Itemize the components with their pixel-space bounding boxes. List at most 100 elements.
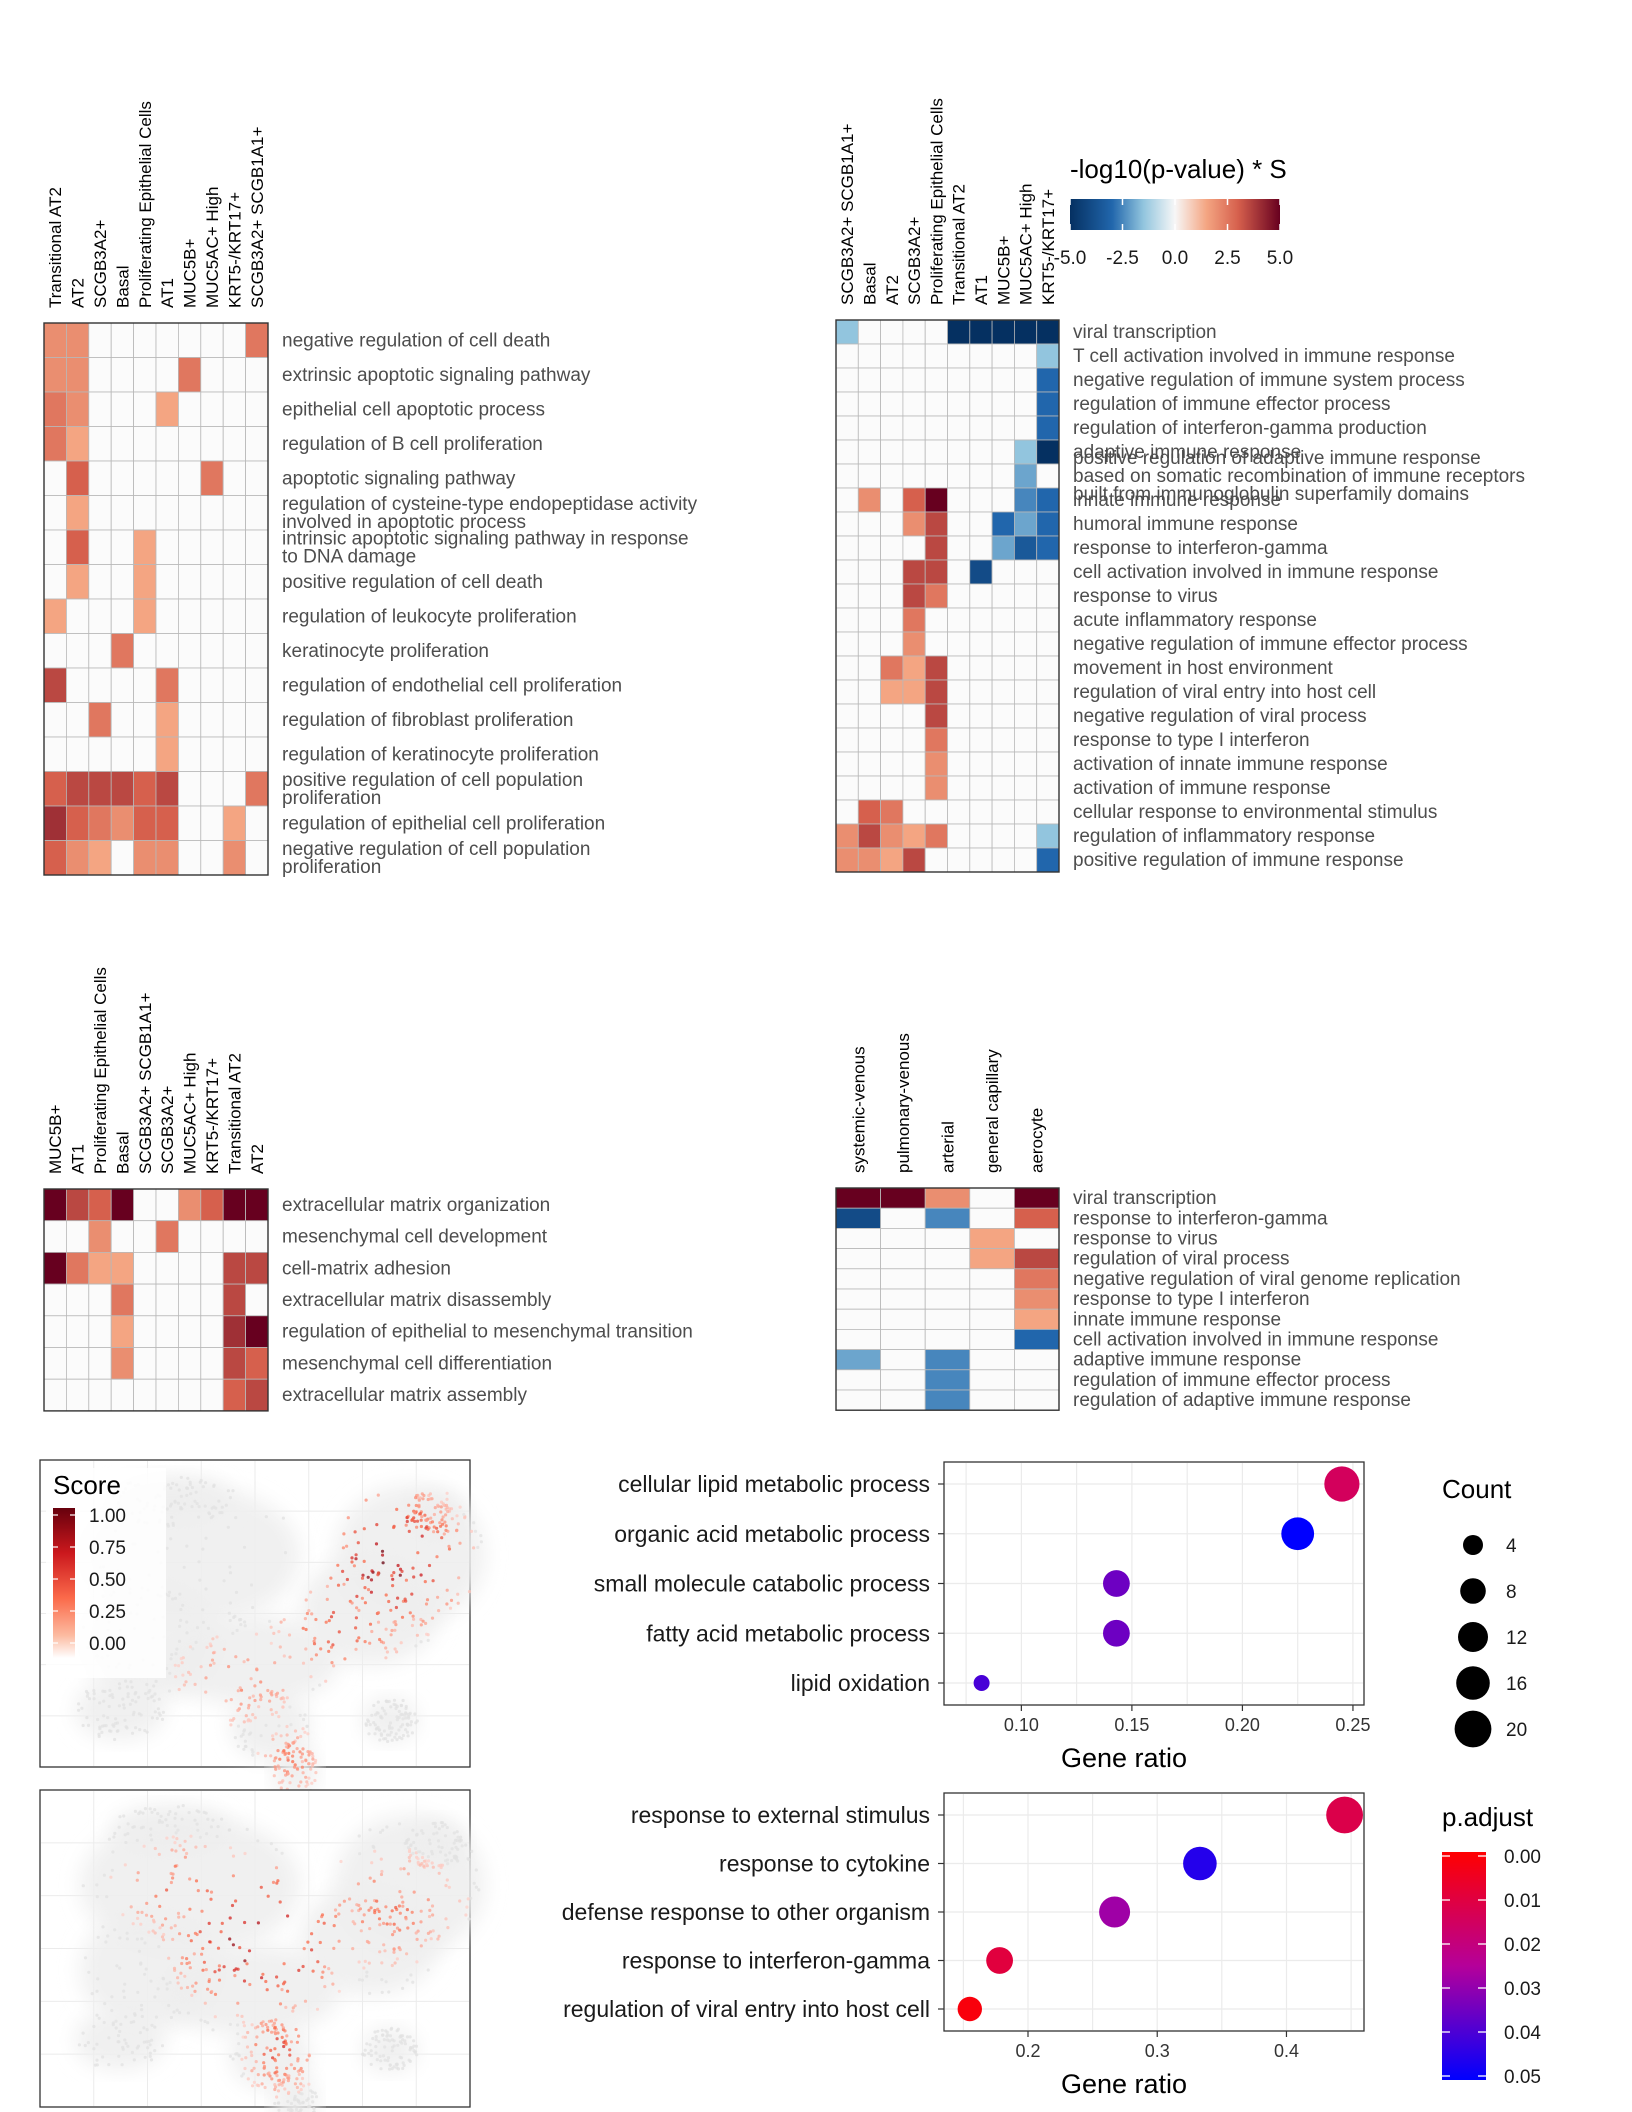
heatmap-cell [969,343,993,369]
heatmap-cell [66,1347,90,1380]
heatmap-cell [66,564,90,600]
heatmap-cell [857,463,881,489]
heatmap-row-label: positive regulation of immune response [1073,850,1404,871]
heatmap-border [835,319,1060,873]
heatmap-cell [66,1378,90,1412]
heatmap-cell [835,1308,881,1330]
heatmap-row-label: intrinsic apoptotic signaling pathway in… [282,528,689,567]
heatmap-cell [969,1207,1015,1229]
heatmap-cell [133,805,157,841]
heatmap-cell [969,631,993,657]
heatmap-cell [1014,607,1038,633]
heatmap-cell [200,529,224,565]
heatmap-cell [245,1220,269,1253]
heatmap-cell [222,1283,246,1317]
padjust-legend-tick: 0.01 [1504,1891,1541,1912]
dotplot-x-tick: 0.25 [1335,1715,1370,1735]
heatmap-cell [43,702,67,738]
heatmap-cell [880,1268,926,1290]
heatmap-cell [133,564,157,600]
heatmap-cell [947,823,971,849]
heatmap-cell [177,1283,202,1317]
heatmap-cell [1014,391,1038,417]
heatmap-cell [1014,823,1038,849]
heatmap-cell [66,426,90,462]
heatmap-cell [245,357,269,393]
heatmap-cell [245,840,269,876]
heatmap-cell [155,667,179,703]
heatmap-row-label: keratinocyte proliferation [282,641,489,662]
heatmap-cell [1014,655,1038,681]
heatmap-column-label: KRT5-/KRT17+ [1039,189,1058,305]
heatmap-cell [245,322,269,358]
padjust-legend-tick: 0.00 [1504,1847,1541,1868]
dotplot-x-tick: 0.2 [1015,2041,1040,2061]
heatmap-cell [835,1389,881,1411]
heatmap-cell [222,426,246,462]
heatmap-cell [200,1252,224,1285]
heatmap-cell [969,319,993,345]
heatmap-cell [924,727,948,753]
heatmap-cell [924,679,948,705]
heatmap-cell [902,535,926,561]
heatmap-cell [835,1187,881,1209]
count-legend-dot [1456,1666,1490,1700]
heatmap-cell [924,487,948,513]
dotplot-term-label: lipid oxidation [791,1670,930,1696]
heatmap-cell [66,1252,90,1285]
heatmap-column-label: MUC5B+ [994,235,1013,305]
heatmap-cell [880,751,904,777]
heatmap-column-label: Basal [860,262,879,305]
heatmap-cell [991,463,1015,489]
heatmap-cell [880,703,904,729]
heatmap-cell [880,1228,926,1250]
heatmap-cell [857,559,881,585]
heatmap-cell [245,1188,269,1222]
heatmap-cell [902,655,926,681]
heatmap-cell [245,771,269,807]
heatmap-cell [88,460,112,496]
heatmap-cell [880,655,904,681]
heatmap-cell [110,460,134,496]
heatmap-column-label: MUC5B+ [46,1104,65,1174]
heatmap-row-label: T cell activation involved in immune res… [1073,346,1455,367]
heatmap-cell [835,823,859,849]
heatmap-column-label: MUC5AC+ High [1017,184,1036,305]
heatmap-cell [924,439,948,465]
heatmap-cell [835,727,859,753]
heatmap-row-label: response to virus [1073,586,1218,607]
heatmap-cell [835,631,859,657]
heatmap-cell [177,1220,202,1253]
heatmap-cell [110,736,134,772]
count-legend-dot [1463,1535,1483,1555]
heatmap-cell [155,495,179,531]
heatmap-cell [1036,583,1060,609]
heatmap-cell [1036,319,1060,345]
heatmap-cell [1014,751,1038,777]
heatmap-cell [200,1283,224,1317]
dotplot-point [973,1675,990,1691]
heatmap-cell [835,799,859,825]
heatmap-cell [991,703,1015,729]
heatmap-cell [133,426,157,462]
heatmap-cell [857,511,881,537]
heatmap-cell [924,559,948,585]
heatmap-cell [245,460,269,496]
heatmap-column-label: Transitional AT2 [225,1053,244,1174]
heatmap-cell [43,771,67,807]
heatmap-cell [947,511,971,537]
heatmap-column-label: AT1 [69,1144,88,1174]
heatmap-cell [969,1228,1015,1250]
heatmap-cell [1036,535,1060,561]
heatmap-cell [902,391,926,417]
heatmap-cell [200,426,224,462]
heatmap-cell [947,727,971,753]
heatmap-cell [924,751,948,777]
heatmap-cell [133,702,157,738]
heatmap-cell [110,1220,134,1253]
heatmap-cell [177,322,202,358]
heatmap-cell [110,426,134,462]
heatmap-cell [43,1220,67,1253]
heatmap-row-label: regulation of B cell proliferation [282,434,543,455]
heatmap-cell [200,1220,224,1253]
